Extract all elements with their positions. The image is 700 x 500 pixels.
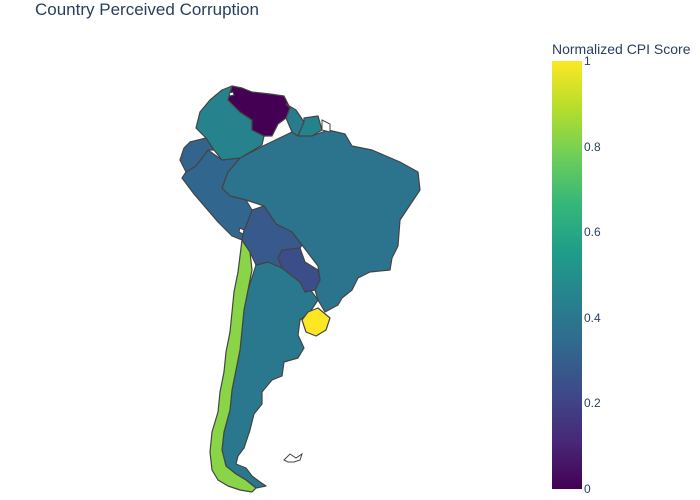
country-bolivia[interactable] [241,205,303,269]
colorbar-tick-label: 0.6 [584,225,601,240]
colorbar-tick-label: 1 [584,54,591,68]
lake-titicaca [238,227,245,235]
colorbar-title: Normalized CPI Score [552,41,691,57]
colorbar-tick-label: 0 [584,482,591,496]
country-venezuela[interactable] [227,85,291,137]
territory-falkland-islands [283,452,303,463]
territory-french-guiana [321,119,331,133]
country-guyana[interactable] [285,103,305,137]
territory-islands [228,91,235,97]
colorbar-tick-label: 0.4 [584,310,601,325]
colorbar-tick-label: 0.2 [584,396,601,411]
chart-title: Country Perceived Corruption [35,0,259,19]
colorbar [552,61,582,489]
colorbar-tick-label: 0.8 [584,139,601,154]
country-uruguay[interactable] [301,307,331,337]
country-suriname[interactable] [297,115,323,137]
colorbar-gradient [552,61,582,489]
country-chile[interactable] [209,239,257,493]
